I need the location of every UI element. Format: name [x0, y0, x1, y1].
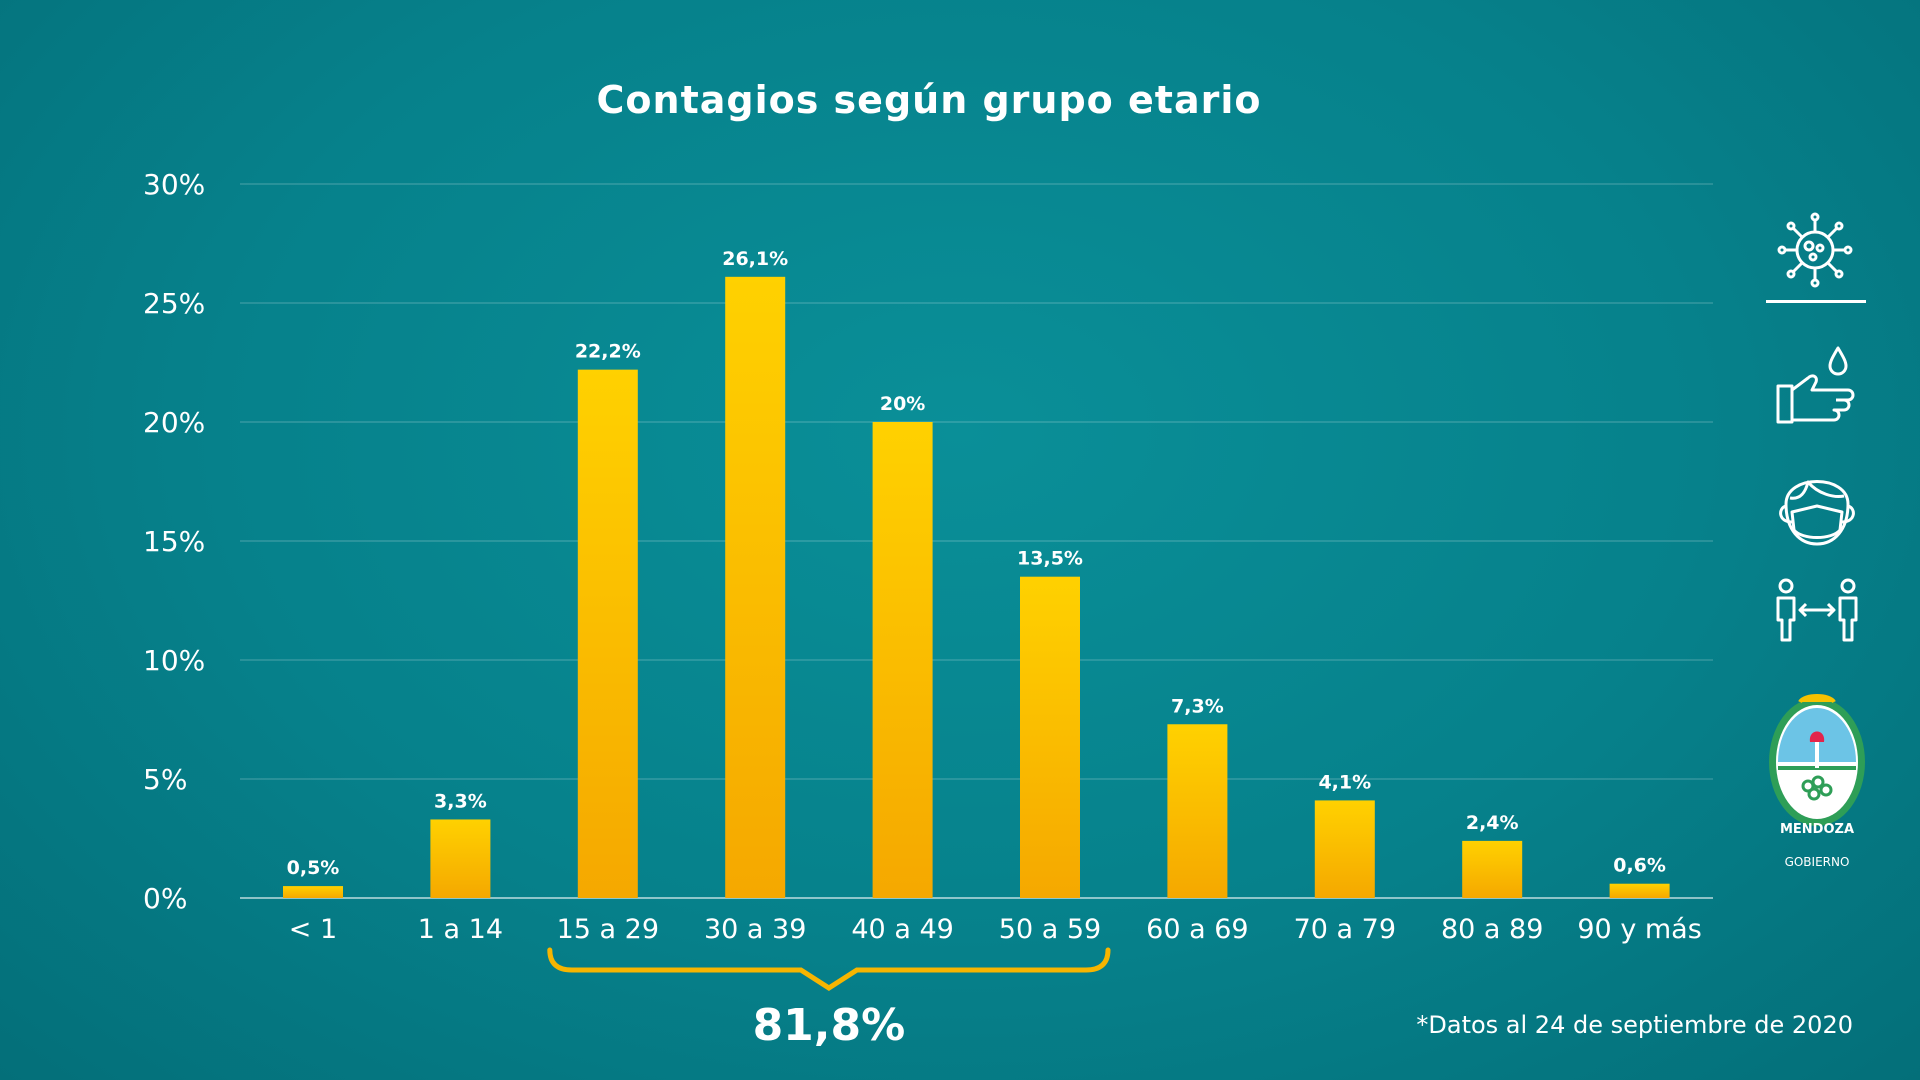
bar-value-label: 13,5%: [1017, 548, 1083, 570]
bar-value-label: 4,1%: [1318, 771, 1371, 793]
bar: [872, 422, 933, 898]
grid-lines: [240, 183, 1713, 899]
virus-icon: [1777, 212, 1853, 288]
x-tick-label: 90 y más: [1577, 914, 1701, 945]
y-axis: 0% 5% 10% 15% 20% 25% 30%: [143, 168, 205, 915]
bar: [283, 886, 343, 898]
x-tick-label: 50 a 59: [999, 914, 1101, 945]
bar: [1167, 724, 1228, 898]
bar: [1609, 883, 1670, 898]
bar-value-label: 2,4%: [1466, 812, 1519, 834]
hand-wash-icon: [1776, 346, 1855, 424]
y-tick-label: 20%: [143, 406, 205, 439]
bar: [577, 369, 638, 898]
bars: [283, 276, 1670, 898]
logo-text-mendoza: MENDOZA: [1780, 822, 1854, 837]
bar-value-label: 0,6%: [1613, 855, 1666, 877]
x-tick-label: 40 a 49: [851, 914, 953, 945]
footnote: *Datos al 24 de septiembre de 2020: [1416, 1011, 1853, 1039]
y-tick-label: 10%: [143, 644, 205, 677]
bar: [1314, 800, 1375, 898]
x-tick-label: < 1: [289, 914, 337, 945]
bar: [430, 819, 491, 898]
x-tick-label: 70 a 79: [1294, 914, 1396, 945]
bar-value-label: 20%: [880, 393, 925, 415]
x-tick-label: 60 a 69: [1146, 914, 1248, 945]
group-total-label: 81,8%: [753, 1000, 906, 1051]
bar: [725, 276, 786, 898]
y-tick-label: 30%: [143, 168, 205, 201]
face-mask-icon: [1779, 480, 1855, 546]
y-tick-label: 15%: [143, 525, 205, 558]
x-tick-label: 80 a 89: [1441, 914, 1543, 945]
x-tick-label: 30 a 39: [704, 914, 806, 945]
chart-title: Contagios según grupo etario: [597, 78, 1262, 122]
bar: [1020, 576, 1080, 898]
bar-value-label: 22,2%: [575, 341, 641, 363]
bar-value-label: 0,5%: [287, 857, 340, 879]
bar-value-label: 7,3%: [1171, 695, 1224, 717]
x-tick-label: 15 a 29: [557, 914, 659, 945]
x-tick-label: 1 a 14: [418, 914, 503, 945]
mendoza-gobierno-logo: MENDOZA: [1769, 694, 1865, 837]
x-axis: < 1 1 a 14 15 a 29 30 a 39 40 a 49 50 a 59 60 …: [289, 914, 1702, 945]
value-labels: 0,5% 3,3% 22,2% 26,1% 20% 13,5% 7,3% 4,1% 2,4% 0,…: [287, 248, 1666, 879]
logo-text-gobierno: GOBIERNO: [1784, 855, 1850, 869]
bar-value-label: 26,1%: [722, 248, 788, 270]
group-brace: [547, 947, 1111, 991]
active-icon-underline: [1766, 300, 1866, 303]
y-tick-label: 0%: [143, 882, 187, 915]
bar-value-label: 3,3%: [434, 790, 487, 812]
y-tick-label: 25%: [143, 287, 205, 320]
y-tick-label: 5%: [143, 763, 187, 796]
bar: [1462, 840, 1523, 898]
social-distance-icon: [1776, 578, 1858, 642]
